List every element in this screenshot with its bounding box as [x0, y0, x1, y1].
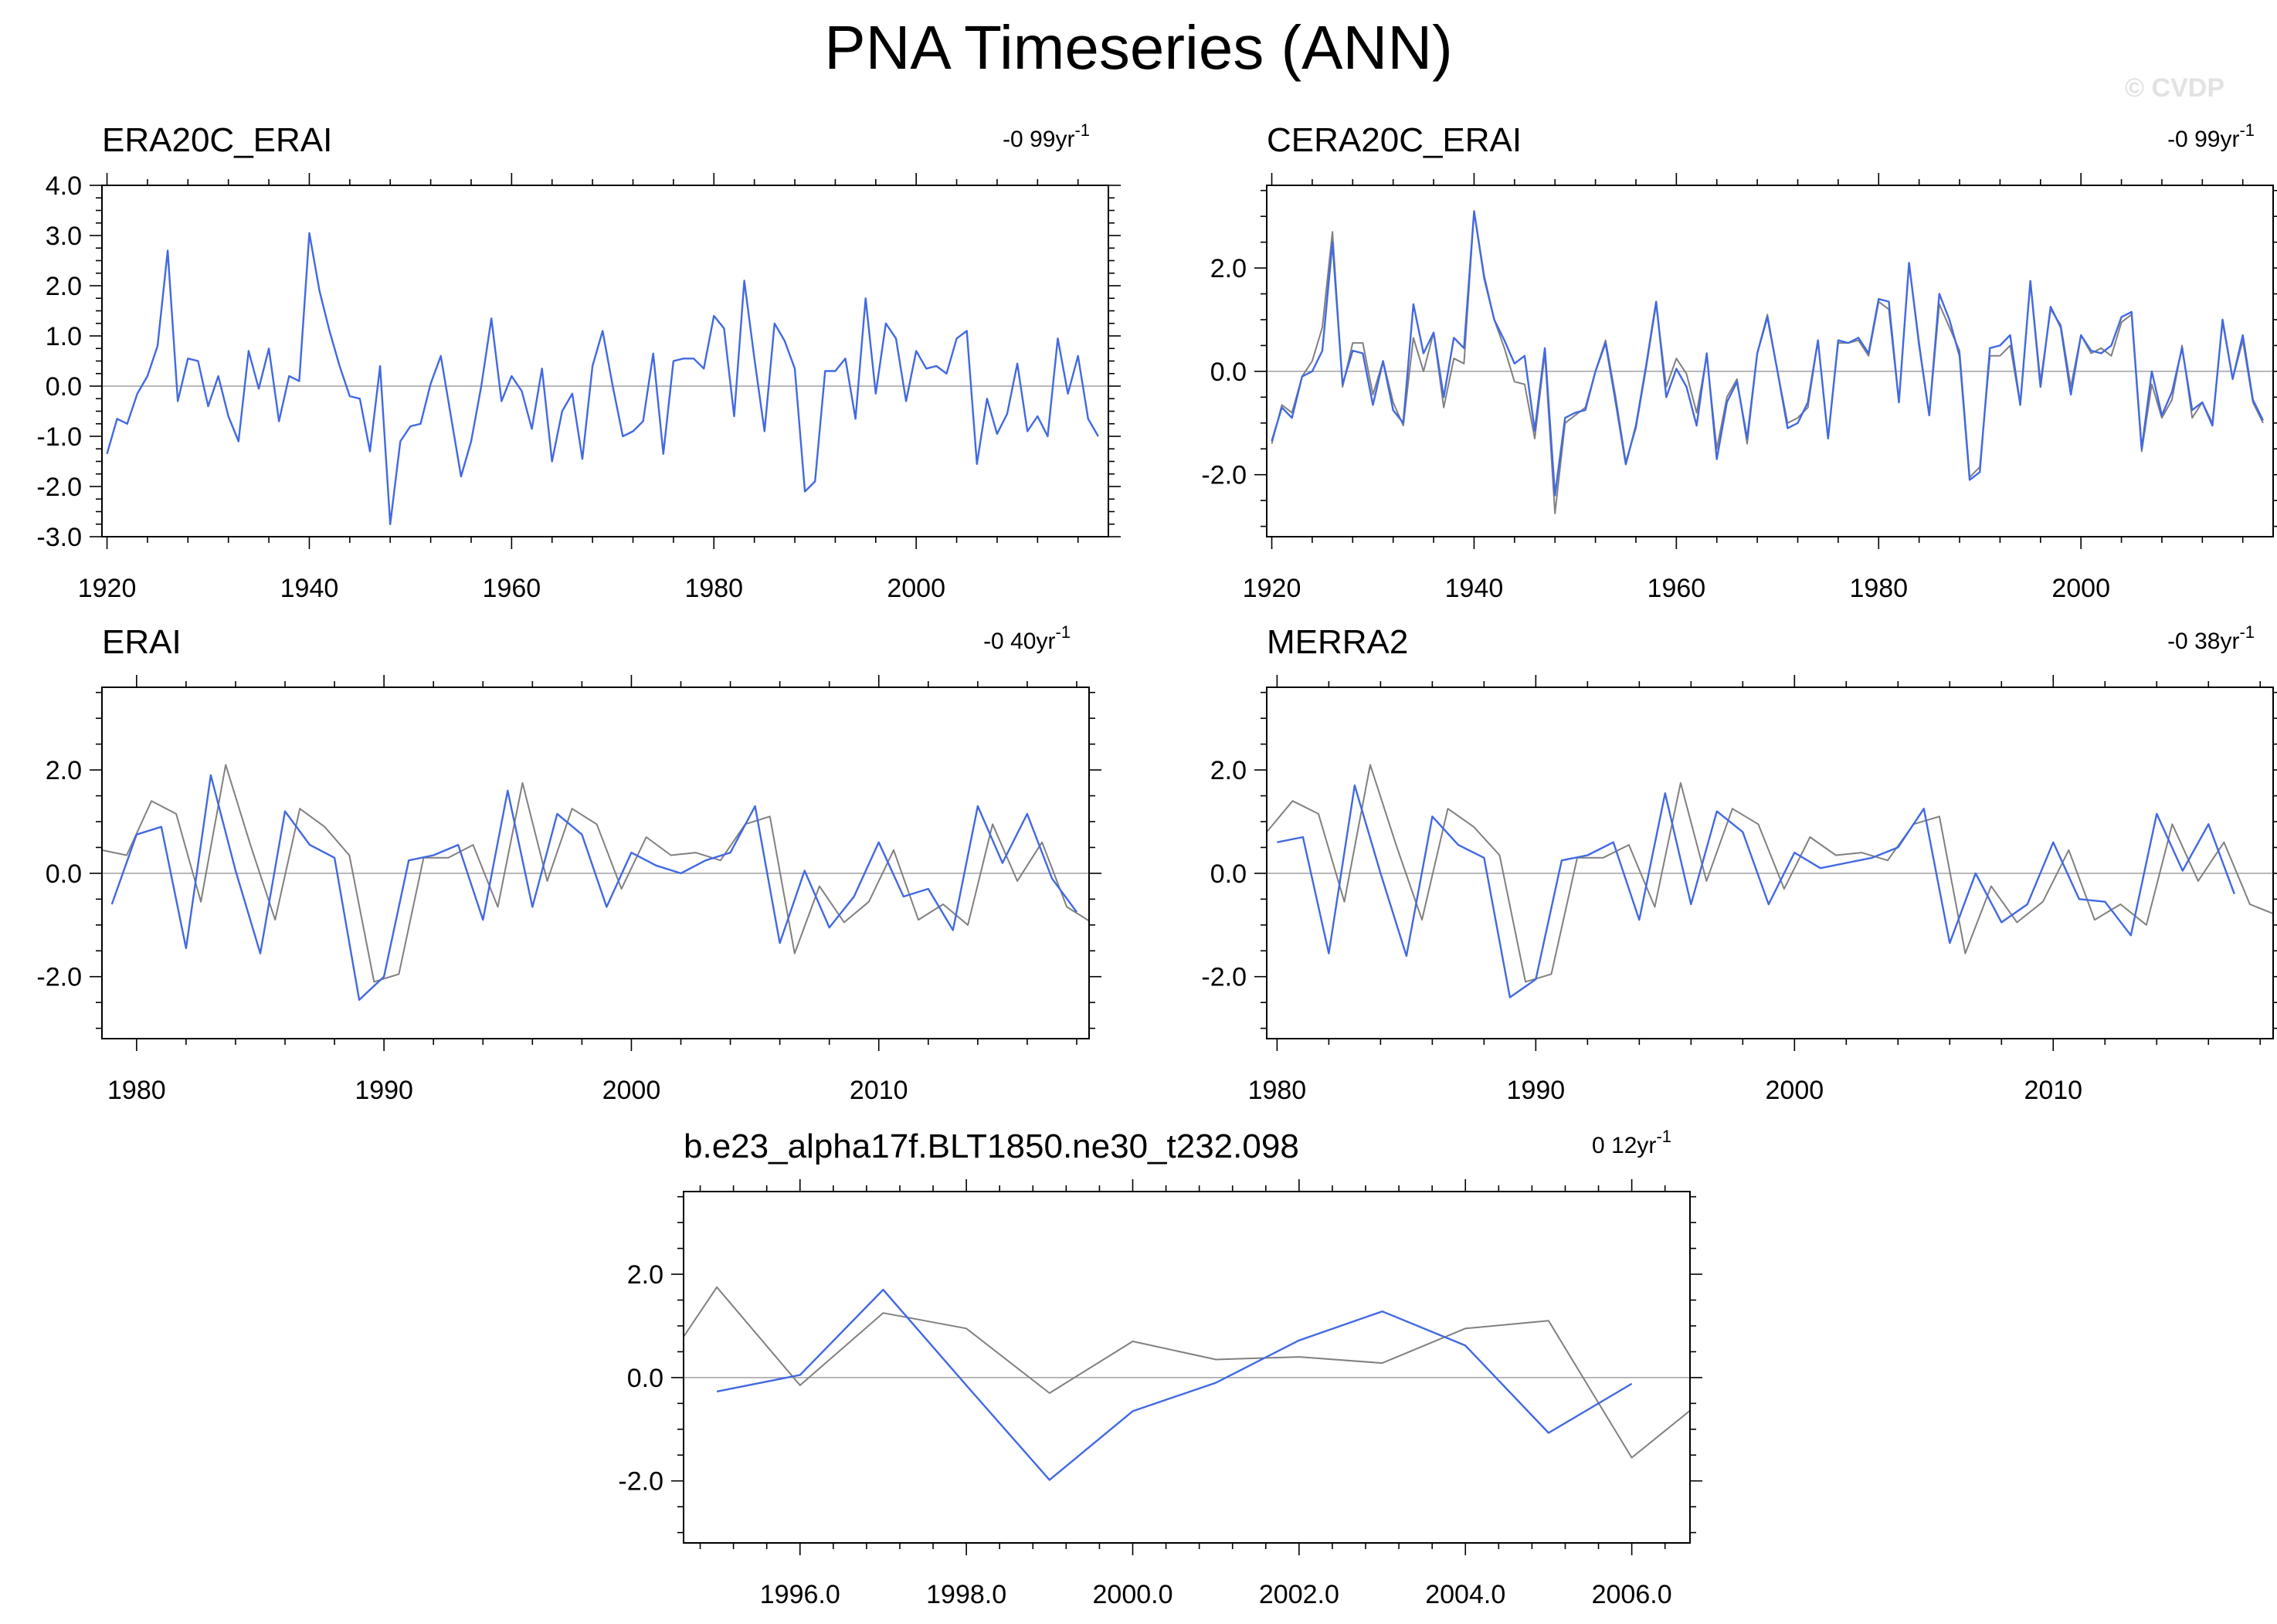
- y-tick-label: -2.0: [618, 1467, 663, 1497]
- x-tick-label: 1960: [483, 574, 541, 603]
- trend-label: -0 99yr-1: [2167, 120, 2255, 152]
- series-line-era20c-erai: [106, 232, 1099, 525]
- cvdp-watermark: © CVDP: [2125, 73, 2224, 103]
- y-tick-label: 2.0: [627, 1260, 663, 1290]
- x-tick-label: 2010: [2024, 1076, 2082, 1105]
- panel-title: ERAI: [102, 623, 182, 661]
- x-tick-label: 2004.0: [1425, 1580, 1505, 1609]
- series-line-cera20c: [1271, 210, 2264, 514]
- y-tick-label: 2.0: [1210, 756, 1247, 785]
- y-tick-label: -2.0: [36, 473, 82, 502]
- trend-label: -0 40yr-1: [983, 622, 1071, 654]
- y-tick-label: -2.0: [36, 963, 82, 992]
- x-tick-label: 2006.0: [1592, 1580, 1672, 1609]
- x-tick-label: 1980: [1248, 1076, 1307, 1105]
- panel-title: ERA20C_ERAI: [102, 121, 332, 159]
- x-tick-label: 1920: [78, 574, 137, 603]
- trend-label: 0 12yr-1: [1592, 1127, 1671, 1158]
- plot-frame: [683, 1191, 1691, 1544]
- x-tick-label: 1920: [1243, 574, 1301, 603]
- y-tick-label: 0.0: [627, 1364, 663, 1393]
- y-tick-label: 0.0: [46, 859, 82, 889]
- series-line-observed: [684, 1286, 1690, 1459]
- x-tick-label: 1940: [280, 574, 339, 603]
- chart-panel-3: -2.0 0.0 2.0 1980 1990 2000 2010 MERRA2 -0 38yr-…: [1201, 622, 2277, 1105]
- series-line-observed: [102, 764, 1089, 983]
- chart-panel-0: -3.0 -2.0 -1.0 0.0 1.0 2.0 3.0 4.0 1920 1940 1960 1…: [36, 120, 1121, 603]
- x-tick-label: 1996.0: [760, 1580, 840, 1609]
- x-tick-label: 1998.0: [926, 1580, 1006, 1609]
- x-tick-label: 2002.0: [1259, 1580, 1339, 1609]
- series-line-erai: [1271, 210, 2264, 497]
- y-tick-label: 0.0: [46, 372, 82, 402]
- plot-frame: [101, 687, 1090, 1039]
- y-tick-label: 2.0: [46, 756, 82, 785]
- x-tick-label: 1940: [1445, 574, 1504, 603]
- chart-panel-2: -2.0 0.0 2.0 1980 1990 2000 2010 ERAI -0 40yr-1: [36, 622, 1101, 1105]
- x-tick-label: 1960: [1648, 574, 1706, 603]
- series-line-observed: [1267, 764, 2273, 983]
- y-tick-label: 0.0: [1210, 358, 1247, 387]
- plot-frame: [101, 185, 1109, 537]
- panel-title: b.e23_alpha17f.BLT1850.ne30_t232.098: [684, 1127, 1299, 1165]
- trend-label: -0 38yr-1: [2167, 622, 2255, 654]
- y-tick-label: 0.0: [1210, 859, 1247, 889]
- x-tick-label: 2000.0: [1093, 1580, 1173, 1609]
- y-tick-label: 1.0: [46, 322, 82, 351]
- x-tick-label: 1980: [684, 574, 743, 603]
- x-tick-label: 1980: [1849, 574, 1908, 603]
- x-tick-label: 2000: [2051, 574, 2110, 603]
- y-tick-label: 4.0: [46, 171, 82, 201]
- x-tick-label: 2000: [1766, 1076, 1824, 1105]
- x-tick-label: 2010: [850, 1076, 908, 1105]
- y-tick-label: -3.0: [36, 523, 82, 552]
- x-tick-label: 2000: [887, 574, 945, 603]
- y-tick-label: -2.0: [1201, 963, 1247, 992]
- plot-frame: [1266, 687, 2274, 1039]
- series-line-model: [716, 1288, 1633, 1481]
- series-line-merra2: [1277, 784, 2235, 998]
- x-tick-label: 2000: [602, 1076, 661, 1105]
- page-title: PNA Timeseries (ANN): [824, 13, 1453, 82]
- y-tick-label: -2.0: [1201, 461, 1247, 490]
- trend-label: -0 99yr-1: [1003, 120, 1090, 152]
- x-tick-label: 1990: [1507, 1076, 1566, 1105]
- plot-frame: [1266, 185, 2274, 537]
- y-tick-label: 3.0: [46, 222, 82, 251]
- x-tick-label: 1980: [107, 1076, 166, 1105]
- y-tick-label: -1.0: [36, 422, 82, 452]
- panel-title: CERA20C_ERAI: [1267, 121, 1522, 159]
- y-tick-label: 2.0: [1210, 254, 1247, 283]
- chart-panel-4: -2.0 0.0 2.0 1996.0 1998.0 2000.0 2002.0 2004.0…: [618, 1127, 1702, 1609]
- x-tick-label: 1990: [355, 1076, 413, 1105]
- chart-panel-1: -2.0 0.0 2.0 1920 1940 1960 1980 2000 CERA20C_ER…: [1201, 120, 2277, 603]
- y-tick-label: 2.0: [46, 272, 82, 301]
- series-line-erai: [110, 774, 1077, 1002]
- panel-title: MERRA2: [1267, 623, 1408, 661]
